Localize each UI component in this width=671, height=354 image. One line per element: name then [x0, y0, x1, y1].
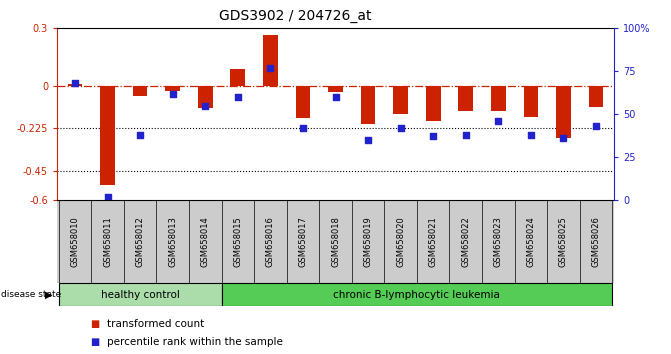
Text: disease state: disease state [1, 290, 61, 299]
Text: GSM658026: GSM658026 [592, 216, 601, 267]
Bar [68, 84, 83, 86]
Point [590, 123, 601, 129]
Point [200, 103, 211, 108]
Point [330, 94, 341, 100]
Text: GSM658013: GSM658013 [168, 216, 177, 267]
Text: GSM658019: GSM658019 [364, 216, 372, 267]
Point [460, 132, 471, 138]
Bar [458, 86, 473, 111]
Text: GSM658025: GSM658025 [559, 216, 568, 267]
Text: ■: ■ [91, 337, 100, 347]
Text: GSM658021: GSM658021 [429, 216, 437, 267]
Text: GSM658012: GSM658012 [136, 216, 144, 267]
Bar [588, 86, 603, 107]
Text: GSM658014: GSM658014 [201, 216, 210, 267]
Point [428, 134, 439, 139]
Text: GSM658023: GSM658023 [494, 216, 503, 267]
Point [493, 118, 504, 124]
Text: GSM658024: GSM658024 [527, 216, 535, 267]
Bar [58, 283, 221, 306]
Bar [133, 86, 148, 96]
Point [363, 137, 374, 143]
Text: transformed count: transformed count [107, 319, 205, 329]
Point [135, 132, 146, 138]
Bar [296, 86, 310, 118]
Text: GDS3902 / 204726_at: GDS3902 / 204726_at [219, 9, 372, 23]
Text: GSM658016: GSM658016 [266, 216, 275, 267]
Text: GSM658011: GSM658011 [103, 216, 112, 267]
Point [558, 135, 569, 141]
Bar [426, 86, 441, 121]
Bar [230, 69, 245, 86]
Point [70, 80, 81, 86]
Point [525, 132, 536, 138]
Point [395, 125, 406, 131]
Point [265, 65, 276, 71]
Point [102, 194, 113, 199]
Text: chronic B-lymphocytic leukemia: chronic B-lymphocytic leukemia [333, 290, 501, 300]
Point [167, 91, 178, 96]
Bar [221, 283, 613, 306]
Bar [523, 86, 538, 117]
Point [232, 94, 243, 100]
Point [297, 125, 308, 131]
Text: GSM658017: GSM658017 [299, 216, 307, 267]
Bar [198, 86, 213, 108]
Bar [393, 86, 408, 114]
Bar [491, 86, 506, 111]
Text: percentile rank within the sample: percentile rank within the sample [107, 337, 283, 347]
Bar [165, 86, 180, 91]
Text: GSM658022: GSM658022 [461, 216, 470, 267]
Text: ▶: ▶ [45, 290, 53, 300]
Text: GSM658018: GSM658018 [331, 216, 340, 267]
Text: GSM658015: GSM658015 [234, 216, 242, 267]
Text: GSM658010: GSM658010 [70, 216, 79, 267]
Text: GSM658020: GSM658020 [396, 216, 405, 267]
Text: healthy control: healthy control [101, 290, 180, 300]
Bar [263, 35, 278, 86]
Bar [100, 86, 115, 185]
Bar [556, 86, 571, 138]
Text: ■: ■ [91, 319, 100, 329]
Bar [328, 86, 343, 92]
Bar [361, 86, 375, 124]
